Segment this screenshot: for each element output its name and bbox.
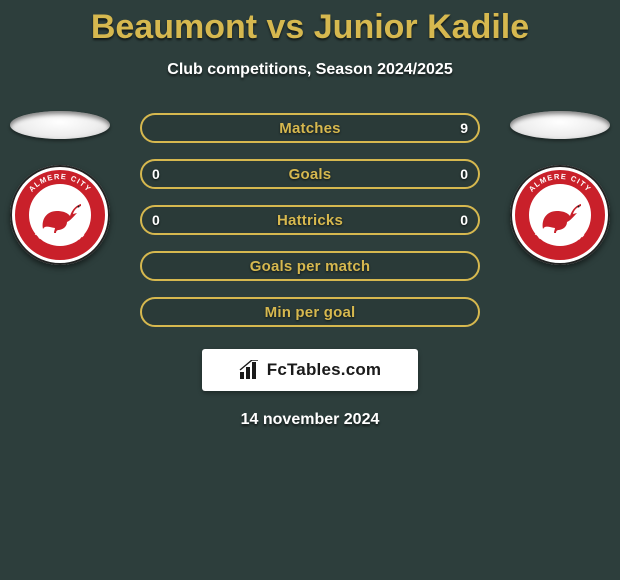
bar-chart-icon	[239, 360, 261, 380]
brand-label: FcTables.com	[267, 360, 382, 380]
stat-label: Matches	[279, 120, 340, 137]
date-label: 14 november 2024	[0, 411, 620, 429]
stat-value-right: 0	[460, 161, 468, 187]
stat-row-goals-per-match: Goals per match	[140, 251, 480, 281]
page-title: Beaumont vs Junior Kadile	[0, 0, 620, 47]
comparison-stage: ALMERE CITY FOOTBALL CLUB	[0, 107, 620, 429]
player-left-column: ALMERE CITY FOOTBALL CLUB	[0, 107, 120, 265]
stat-label: Min per goal	[265, 304, 356, 321]
stat-value-left: 0	[152, 207, 160, 233]
stat-row-hattricks: 0 Hattricks 0	[140, 205, 480, 235]
player-right-club-badge: ALMERE CITY FOOTBALL CLUB	[510, 165, 610, 265]
stat-row-goals: 0 Goals 0	[140, 159, 480, 189]
brand-badge: FcTables.com	[202, 349, 418, 391]
stat-row-matches: Matches 9	[140, 113, 480, 143]
flamingo-icon	[532, 187, 588, 243]
player-right-silhouette	[510, 111, 610, 139]
stat-value-right: 0	[460, 207, 468, 233]
stat-label: Goals per match	[250, 258, 371, 275]
page-subtitle: Club competitions, Season 2024/2025	[0, 61, 620, 79]
player-left-silhouette	[10, 111, 110, 139]
player-left-club-badge: ALMERE CITY FOOTBALL CLUB	[10, 165, 110, 265]
stat-value-right: 9	[460, 115, 468, 141]
stat-value-left: 0	[152, 161, 160, 187]
flamingo-icon	[32, 187, 88, 243]
player-right-column: ALMERE CITY FOOTBALL CLUB	[500, 107, 620, 265]
stats-table: Matches 9 0 Goals 0 0 Hattricks 0 Goals …	[140, 107, 480, 327]
stat-label: Hattricks	[277, 212, 343, 229]
stat-label: Goals	[289, 166, 332, 183]
stat-row-min-per-goal: Min per goal	[140, 297, 480, 327]
